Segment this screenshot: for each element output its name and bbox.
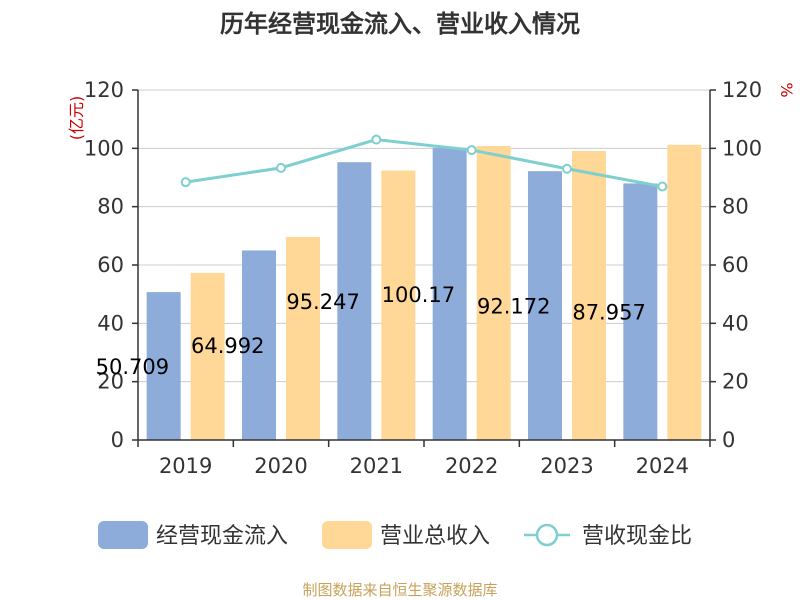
ratio-line-point: [466, 145, 477, 156]
cash-inflow-bar: [146, 292, 181, 440]
ratio-line-point: [562, 163, 572, 174]
left-axis-tick-label: 100: [84, 136, 124, 160]
bars: [146, 144, 702, 441]
left-axis-tick-label: 20: [97, 370, 124, 394]
cash-inflow-bar: [242, 250, 276, 440]
cash-inflow-value-label: 87.957: [572, 301, 645, 325]
cash-inflow-bar: [528, 171, 562, 440]
right-axis-tick-label: 20: [722, 370, 749, 394]
left-axis-tick-label: 80: [97, 195, 124, 219]
right-axis-tick-label: 0: [722, 428, 735, 452]
cash-inflow-bar: [623, 183, 658, 440]
cash-inflow-value-label: 50.709: [96, 355, 169, 379]
ratio-line-point: [276, 162, 286, 173]
cash-inflow-value-label: 64.992: [191, 334, 264, 358]
x-axis-tick-label: 2021: [350, 454, 403, 478]
legend-swatch: [98, 521, 148, 549]
revenue-bar: [476, 146, 511, 440]
cash-inflow-value-label: 100.17: [382, 283, 455, 307]
cash-inflow-bar: [432, 147, 467, 440]
cash-inflow-value-label: 95.247: [286, 290, 359, 314]
left-axis-tick-label: 0: [111, 428, 124, 452]
ratio-line: [180, 134, 668, 192]
right-axis-tick-label: 80: [722, 195, 749, 219]
right-axis-unit: %: [777, 82, 796, 97]
ratio-line-path: [185, 138, 663, 189]
legend-label: 营业总收入: [380, 524, 490, 549]
legend-label: 经营现金流入: [156, 524, 288, 549]
right-axis-tick-label: 100: [722, 136, 762, 160]
source-note: 制图数据来自恒生聚源数据库: [302, 581, 497, 599]
left-axis-tick-label: 60: [97, 253, 124, 277]
chart-title: 历年经营现金流入、营业收入情况: [220, 10, 580, 38]
bar-labels: 50.709 64.992 95.247 100.17 92.172 87.957: [96, 283, 646, 379]
x-axis-tick-label: 2020: [254, 454, 307, 478]
revenue-bar: [286, 237, 320, 440]
revenue-bar: [381, 170, 416, 440]
ratio-line-point: [180, 177, 191, 188]
revenue-bar: [667, 144, 702, 441]
x-axis-tick-label: 2022: [445, 454, 498, 478]
axes: 0 20 40 60 80 100 120 0 20 40 60 80 100 120 2019 2020 20…: [84, 78, 762, 478]
ratio-line-point: [657, 181, 668, 192]
x-axis-tick-label: 2019: [159, 454, 212, 478]
x-axis-tick-label: 2023: [540, 454, 593, 478]
grid-lines: [138, 89, 710, 383]
right-axis-tick-label: 40: [722, 311, 749, 335]
left-axis-tick-label: 120: [84, 78, 124, 102]
legend: 经营现金流入 营业总收入 营收现金比: [98, 521, 692, 549]
right-axis-tick-label: 120: [722, 78, 762, 102]
legend-swatch: [322, 521, 372, 549]
cash-inflow-bar: [337, 162, 372, 440]
right-axis-tick-label: 60: [722, 253, 749, 277]
left-axis-tick-label: 40: [97, 311, 124, 335]
left-axis-unit: (亿元): [67, 96, 86, 141]
ratio-line-point: [371, 134, 382, 145]
revenue-bar: [190, 272, 225, 440]
revenue-bar: [572, 150, 606, 441]
x-axis-tick-label: 2024: [636, 454, 689, 478]
legend-marker: [535, 523, 559, 547]
legend-label: 营收现金比: [582, 524, 692, 549]
cash-inflow-value-label: 92.172: [477, 295, 550, 319]
